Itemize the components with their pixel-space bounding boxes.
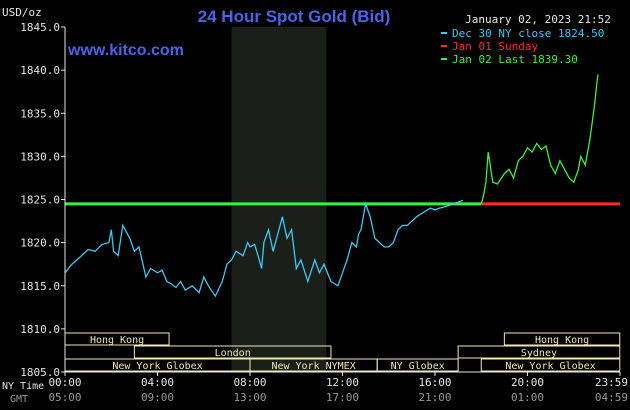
y-tick-label: 1825.0 [20,194,60,207]
ny-time-label: NY Time [2,381,44,392]
chart-title: 24 Hour Spot Gold (Bid) [198,7,391,26]
site-watermark: www.kitco.com [67,42,184,59]
nymex-shaded-region [231,27,327,372]
session-label: Sydney [521,348,557,359]
price-series-2 [480,74,599,204]
y-tick-label: 1830.0 [20,150,60,163]
x-tick-label-ny: 20:00 [511,376,544,389]
session-bar [133,345,332,359]
x-tick-label-gmt: 17:00 [326,391,359,404]
session-label: Hong Kong [90,335,144,346]
y-axis-unit: USD/oz [2,6,42,19]
y-tick-label: 1805.0 [20,366,60,379]
session-bar [457,345,621,359]
y-tick-label: 1840.0 [20,64,60,77]
price-series-1 [64,199,464,298]
x-tick-label-gmt: 01:00 [511,391,544,404]
y-tick-label: 1835.0 [20,107,60,120]
y-tick-label: 1815.0 [20,280,60,293]
x-tick-label-gmt: 09:00 [141,391,174,404]
y-tick-label: 1810.0 [20,323,60,336]
x-tick-label-ny: 16:00 [418,376,451,389]
x-tick-label-ny: 04:00 [141,376,174,389]
x-tick-label-ny: 12:00 [326,376,359,389]
session-label: New York Globex [112,361,202,372]
x-tick-label-gmt: 21:00 [418,391,451,404]
x-tick-label-ny: 08:00 [233,376,266,389]
session-label: New York NYMEX [271,361,355,372]
session-label: Hong Kong [535,335,589,346]
legend-entry: Dec 30 NY close 1824.50 [452,27,604,40]
x-tick-label-ny: 00:00 [48,376,81,389]
legend-entry: Jan 01 Sunday [452,40,538,53]
legend-entry: Jan 02 Last 1839.30 [452,53,578,66]
y-tick-label: 1820.0 [20,237,60,250]
y-tick-label: 1845.0 [20,21,60,34]
timestamp: January 02, 2023 21:52 [465,13,611,26]
session-label: NY Globex [391,361,445,372]
session-bar [503,332,621,346]
gmt-label: GMT [10,394,28,405]
session-bar [480,358,621,372]
session-label: New York Globex [505,361,595,372]
session-label: London [215,348,251,359]
session-bar [376,358,459,372]
x-tick-label-ny: 23:59 [595,376,628,389]
x-tick-label-gmt: 13:00 [233,391,266,404]
x-tick-label-gmt: 05:00 [48,391,81,404]
x-tick-label-gmt: 04:59 [595,391,628,404]
